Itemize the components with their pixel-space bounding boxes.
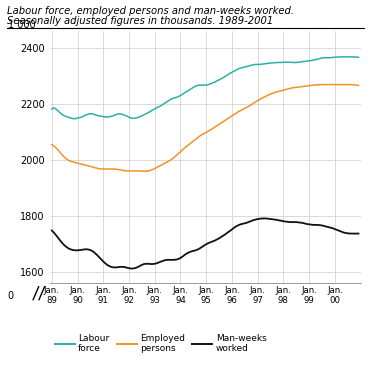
Text: Seasonally adjusted figures in thousands. 1989-2001: Seasonally adjusted figures in thousands… [7, 16, 274, 26]
Legend: Labour
force, Employed
persons, Man-weeks
worked: Labour force, Employed persons, Man-week… [51, 330, 270, 357]
Text: 0: 0 [8, 290, 14, 300]
Text: 1 000: 1 000 [8, 20, 35, 30]
Text: Labour force, employed persons and man-weeks worked.: Labour force, employed persons and man-w… [7, 6, 294, 16]
